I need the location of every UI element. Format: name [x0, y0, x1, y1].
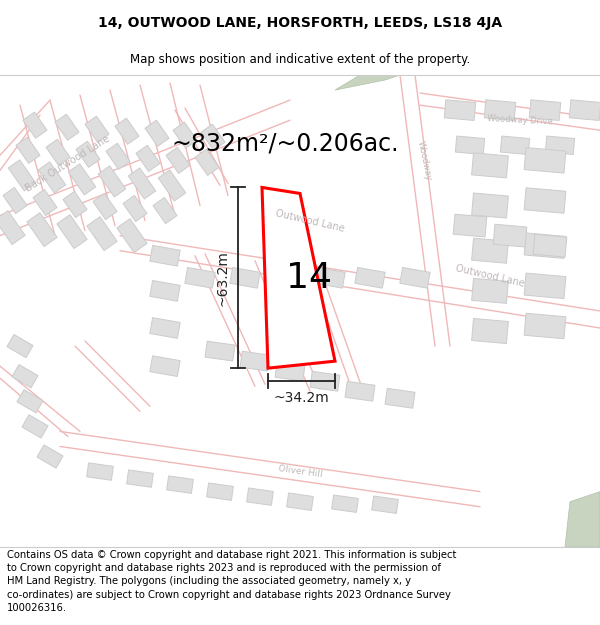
Polygon shape [345, 381, 375, 401]
Polygon shape [3, 188, 27, 214]
Polygon shape [7, 334, 33, 357]
Polygon shape [524, 188, 566, 213]
Polygon shape [472, 193, 508, 218]
Polygon shape [16, 138, 40, 163]
Text: Woodway Drive: Woodway Drive [487, 114, 553, 126]
Polygon shape [201, 124, 225, 151]
Polygon shape [115, 118, 139, 144]
Polygon shape [371, 496, 398, 513]
Polygon shape [472, 153, 508, 178]
Polygon shape [76, 141, 100, 168]
Polygon shape [123, 196, 147, 222]
Polygon shape [185, 268, 215, 288]
Text: Oliver Hill: Oliver Hill [277, 464, 323, 479]
Polygon shape [240, 351, 270, 371]
Polygon shape [472, 319, 508, 344]
Polygon shape [400, 268, 430, 288]
Polygon shape [167, 476, 193, 493]
Polygon shape [275, 361, 305, 381]
Polygon shape [12, 364, 38, 388]
Polygon shape [37, 445, 63, 468]
Polygon shape [262, 188, 335, 368]
Polygon shape [158, 170, 186, 201]
Polygon shape [150, 246, 180, 266]
Polygon shape [136, 145, 160, 171]
Polygon shape [27, 213, 57, 246]
Polygon shape [22, 415, 48, 438]
Polygon shape [247, 488, 274, 506]
Polygon shape [150, 356, 180, 376]
Text: 14: 14 [286, 261, 332, 294]
Text: Outwood Lane: Outwood Lane [455, 263, 526, 289]
Polygon shape [93, 194, 117, 219]
Polygon shape [533, 234, 567, 257]
Polygon shape [117, 219, 147, 253]
Text: Contains OS data © Crown copyright and database right 2021. This information is : Contains OS data © Crown copyright and d… [7, 550, 457, 612]
Polygon shape [569, 100, 600, 121]
Polygon shape [98, 166, 126, 197]
Polygon shape [524, 273, 566, 299]
Polygon shape [287, 493, 313, 511]
Polygon shape [23, 112, 47, 138]
Text: ~34.2m: ~34.2m [274, 391, 329, 405]
Polygon shape [55, 114, 79, 140]
Polygon shape [127, 470, 154, 488]
Polygon shape [332, 495, 358, 512]
Polygon shape [355, 268, 385, 288]
Polygon shape [493, 224, 527, 247]
Polygon shape [472, 238, 508, 263]
Polygon shape [87, 217, 117, 251]
Polygon shape [206, 483, 233, 501]
Polygon shape [38, 162, 66, 193]
Polygon shape [315, 268, 345, 288]
Polygon shape [472, 278, 508, 303]
Text: 14, OUTWOOD LANE, HORSFORTH, LEEDS, LS18 4JA: 14, OUTWOOD LANE, HORSFORTH, LEEDS, LS18… [98, 16, 502, 31]
Polygon shape [335, 75, 400, 90]
Polygon shape [230, 268, 260, 288]
Text: Back Outwood Lane: Back Outwood Lane [24, 133, 112, 193]
Polygon shape [63, 191, 87, 218]
Polygon shape [128, 168, 156, 199]
Polygon shape [150, 281, 180, 301]
Polygon shape [524, 233, 566, 258]
Text: ~832m²/~0.206ac.: ~832m²/~0.206ac. [171, 131, 399, 156]
Polygon shape [455, 136, 485, 154]
Text: Woodway: Woodway [415, 139, 433, 181]
Polygon shape [8, 160, 36, 191]
Polygon shape [166, 148, 190, 173]
Polygon shape [106, 143, 130, 169]
Polygon shape [195, 149, 219, 176]
Polygon shape [529, 100, 561, 121]
Polygon shape [46, 139, 70, 166]
Polygon shape [153, 198, 177, 224]
Polygon shape [385, 388, 415, 408]
Polygon shape [484, 100, 516, 121]
Polygon shape [524, 148, 566, 173]
Polygon shape [565, 492, 600, 547]
Polygon shape [68, 164, 96, 195]
Polygon shape [444, 100, 476, 121]
Text: ~63.2m: ~63.2m [215, 250, 229, 306]
Polygon shape [524, 313, 566, 339]
Polygon shape [17, 390, 43, 413]
Polygon shape [0, 211, 25, 244]
Polygon shape [545, 136, 575, 154]
Polygon shape [57, 214, 87, 249]
Polygon shape [453, 214, 487, 237]
Polygon shape [86, 463, 113, 480]
Text: Outwood Lane: Outwood Lane [275, 208, 346, 233]
Text: Map shows position and indicative extent of the property.: Map shows position and indicative extent… [130, 52, 470, 66]
Polygon shape [205, 341, 235, 361]
Polygon shape [500, 136, 530, 154]
Polygon shape [85, 116, 109, 142]
Polygon shape [150, 318, 180, 338]
Polygon shape [145, 120, 169, 146]
Polygon shape [310, 371, 340, 391]
Polygon shape [33, 189, 57, 216]
Polygon shape [270, 268, 300, 288]
Polygon shape [173, 122, 197, 148]
